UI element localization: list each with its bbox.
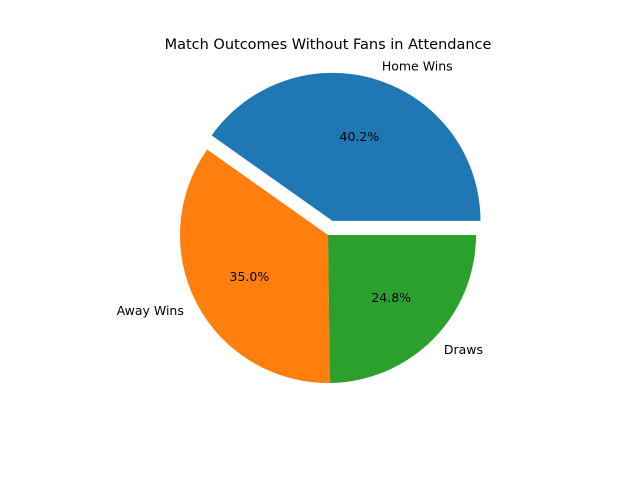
pie-slice-away-wins bbox=[180, 149, 330, 383]
pie-slices bbox=[180, 72, 481, 383]
slice-label-draws: Draws bbox=[444, 342, 483, 357]
chart-title: Match Outcomes Without Fans in Attendanc… bbox=[165, 37, 492, 53]
pie-labels: Home Wins 40.2% Away Wins 35.0% Draws 24.8% bbox=[117, 58, 483, 357]
pie-slice-home-wins bbox=[211, 72, 481, 221]
pie-slice-draws bbox=[328, 235, 476, 383]
pct-label-home-wins: 40.2% bbox=[340, 129, 380, 144]
slice-label-away-wins: Away Wins bbox=[117, 303, 184, 318]
pct-label-away-wins: 35.0% bbox=[230, 269, 270, 284]
slice-label-home-wins: Home Wins bbox=[382, 58, 453, 73]
pct-label-draws: 24.8% bbox=[371, 290, 411, 305]
